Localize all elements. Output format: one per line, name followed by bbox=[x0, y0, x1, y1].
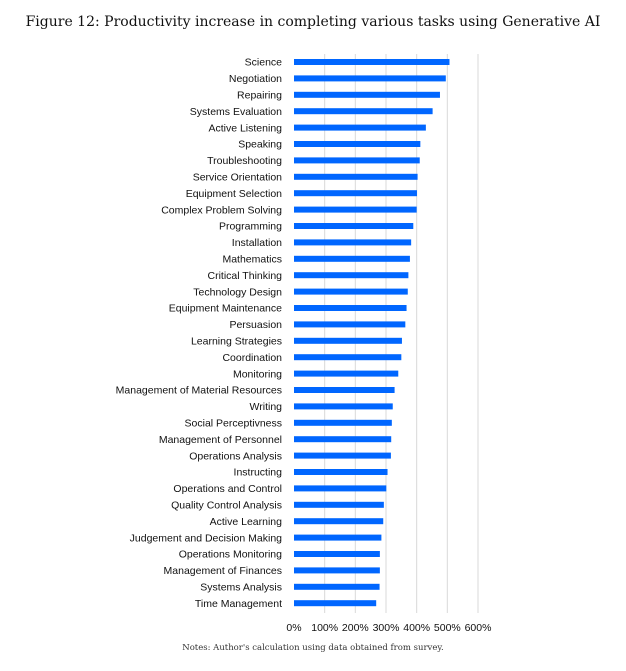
figure-title: Figure 12: Productivity increase in comp… bbox=[25, 14, 601, 30]
category-label: Learning Strategies bbox=[191, 336, 282, 348]
bar bbox=[294, 75, 446, 82]
bar bbox=[294, 534, 382, 541]
bar bbox=[294, 223, 414, 229]
bar bbox=[294, 141, 421, 147]
bar bbox=[294, 354, 402, 361]
category-label: Science bbox=[245, 57, 283, 69]
bar bbox=[294, 59, 450, 65]
bar bbox=[294, 403, 393, 410]
bar bbox=[294, 157, 420, 164]
x-axis-tick-labels: 0% 100% 200% 300% 400% 500% 600% bbox=[286, 622, 491, 634]
bar bbox=[294, 600, 377, 607]
bar-chart: Science Negotiation Repairing Systems Evalu… bbox=[116, 54, 491, 634]
category-labels: Science Negotiation Repairing Systems Evalu… bbox=[116, 57, 283, 610]
bar bbox=[294, 370, 399, 377]
bar bbox=[294, 485, 387, 492]
x-tick-label: 0% bbox=[286, 622, 301, 634]
bar bbox=[294, 173, 418, 180]
x-tick-label: 400% bbox=[403, 622, 430, 634]
bar bbox=[294, 469, 388, 475]
category-label: Systems Analysis bbox=[200, 582, 282, 594]
bar bbox=[294, 387, 395, 393]
category-label: Negotiation bbox=[229, 73, 282, 85]
category-label: Time Management bbox=[195, 598, 282, 610]
bar bbox=[294, 190, 417, 197]
category-label: Operations and Control bbox=[173, 483, 282, 495]
bar bbox=[294, 288, 408, 295]
category-label: Monitoring bbox=[233, 368, 282, 380]
category-label: Technology Design bbox=[193, 286, 282, 298]
category-label: Management of Personnel bbox=[159, 434, 282, 446]
category-label: Troubleshooting bbox=[207, 155, 282, 167]
bar bbox=[294, 91, 440, 98]
category-label: Writing bbox=[250, 401, 283, 413]
category-label: Installation bbox=[232, 237, 282, 249]
category-label: Programming bbox=[219, 221, 282, 233]
category-label: Social Perceptivness bbox=[185, 418, 282, 430]
bar bbox=[294, 501, 384, 508]
bar bbox=[294, 272, 409, 279]
category-label: Persuasion bbox=[229, 319, 282, 331]
category-label: Service Orientation bbox=[193, 172, 282, 184]
x-tick-label: 200% bbox=[342, 622, 369, 634]
bar bbox=[294, 419, 392, 426]
category-label: Active Listening bbox=[208, 122, 282, 134]
category-label: Complex Problem Solving bbox=[161, 204, 282, 216]
bar bbox=[294, 321, 406, 328]
category-label: Judgement and Decision Making bbox=[130, 532, 282, 544]
category-label: Instructing bbox=[234, 467, 283, 479]
bar bbox=[294, 108, 433, 115]
gridlines bbox=[324, 54, 479, 613]
bar bbox=[294, 583, 380, 590]
category-label: Equipment Maintenance bbox=[169, 303, 282, 315]
bar bbox=[294, 305, 407, 311]
bar bbox=[294, 239, 412, 246]
bar bbox=[294, 452, 391, 459]
bar bbox=[294, 518, 384, 525]
category-label: Active Learning bbox=[210, 516, 283, 528]
bar bbox=[294, 337, 402, 344]
bar bbox=[294, 124, 426, 131]
bar bbox=[294, 255, 410, 262]
category-label: Quality Control Analysis bbox=[171, 500, 282, 512]
category-label: Operations Monitoring bbox=[179, 549, 282, 561]
category-label: Coordination bbox=[222, 352, 282, 364]
category-label: Mathematics bbox=[222, 254, 282, 266]
bar bbox=[294, 206, 417, 213]
figure-notes: Notes: Author's calculation using data o… bbox=[182, 643, 444, 653]
x-tick-label: 100% bbox=[311, 622, 338, 634]
category-label: Operations Analysis bbox=[189, 450, 282, 462]
bar bbox=[294, 551, 380, 557]
x-tick-label: 300% bbox=[373, 622, 400, 634]
category-label: Equipment Selection bbox=[186, 188, 282, 200]
bar bbox=[294, 567, 380, 574]
bars bbox=[294, 59, 450, 607]
category-label: Management of Material Resources bbox=[116, 385, 282, 397]
category-label: Critical Thinking bbox=[208, 270, 283, 282]
bar bbox=[294, 436, 392, 443]
x-tick-label: 500% bbox=[434, 622, 461, 634]
category-label: Management of Finances bbox=[164, 565, 282, 577]
category-label: Systems Evaluation bbox=[190, 106, 282, 118]
category-label: Speaking bbox=[238, 139, 282, 151]
category-label: Repairing bbox=[237, 90, 282, 102]
x-tick-label: 600% bbox=[465, 622, 492, 634]
